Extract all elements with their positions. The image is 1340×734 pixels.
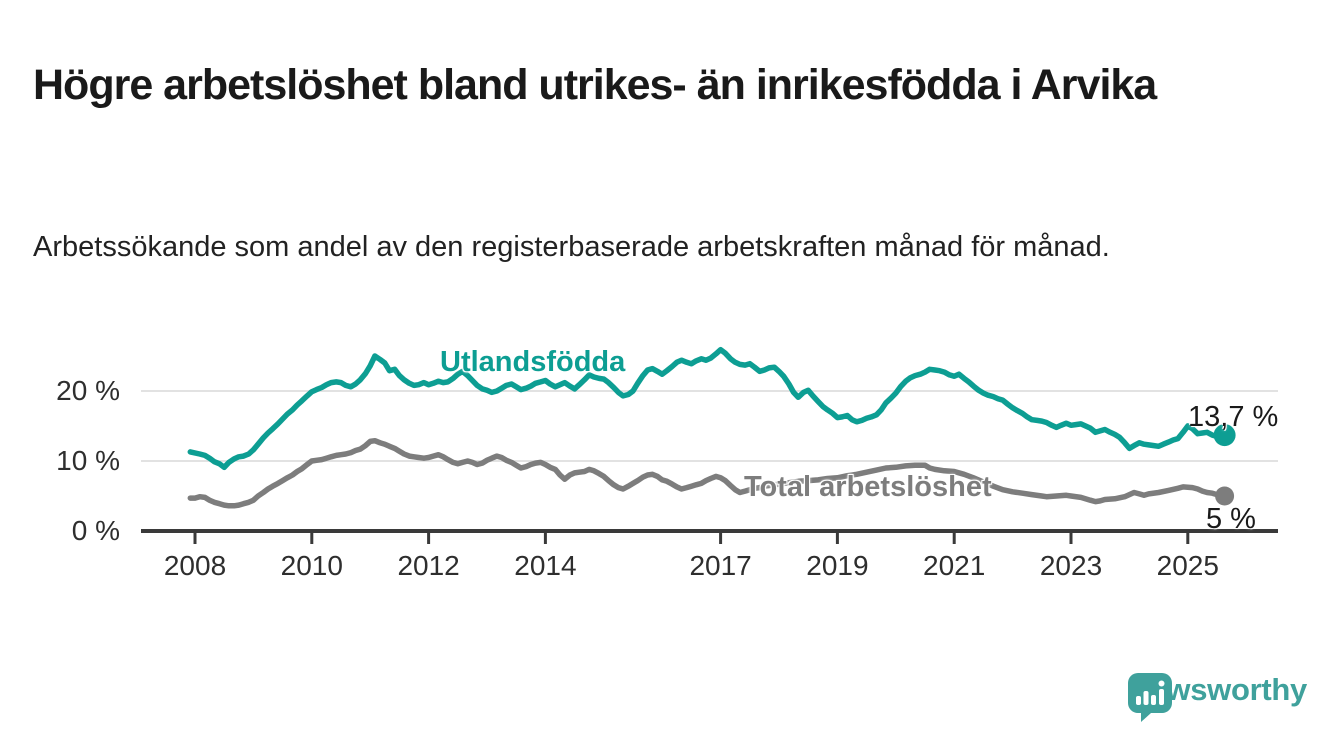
x-tick-label: 2008 [163,550,227,581]
series-line [187,346,1228,471]
series-end-dot [1215,486,1235,506]
x-tick-label: 2017 [689,550,752,581]
x-tick-label: 2014 [514,550,577,581]
series-label-total-arbetsloshet: Total arbetslöshet [744,471,992,503]
y-tick-label: 10 % [56,445,120,476]
y-tick-label: 20 % [56,375,120,406]
newsworthy-logo: Newsworthy [1127,672,1307,722]
end-value-label-utlandsfodda: 13,7 % [1188,401,1279,433]
series-label-utlandsfodda: Utlandsfödda [440,346,626,378]
series-end-dot [1213,424,1236,447]
page-subtitle: Arbetssökande som andel av den registerb… [33,231,1110,263]
series-line [187,437,1228,509]
x-tick-label: 2021 [923,550,986,581]
y-tick-label: 0 % [71,515,120,546]
page-title: Högre arbetslöshet bland utrikes- än inr… [33,60,1157,109]
end-value-label-total: 5 % [1206,503,1256,535]
speech-bubble-bar-chart-icon [1128,673,1173,722]
x-tick-label: 2019 [806,550,869,581]
x-tick-label: 2010 [280,550,343,581]
x-tick-label: 2012 [397,550,460,581]
x-tick-label: 2025 [1156,550,1219,581]
x-tick-label: 2023 [1039,550,1103,581]
